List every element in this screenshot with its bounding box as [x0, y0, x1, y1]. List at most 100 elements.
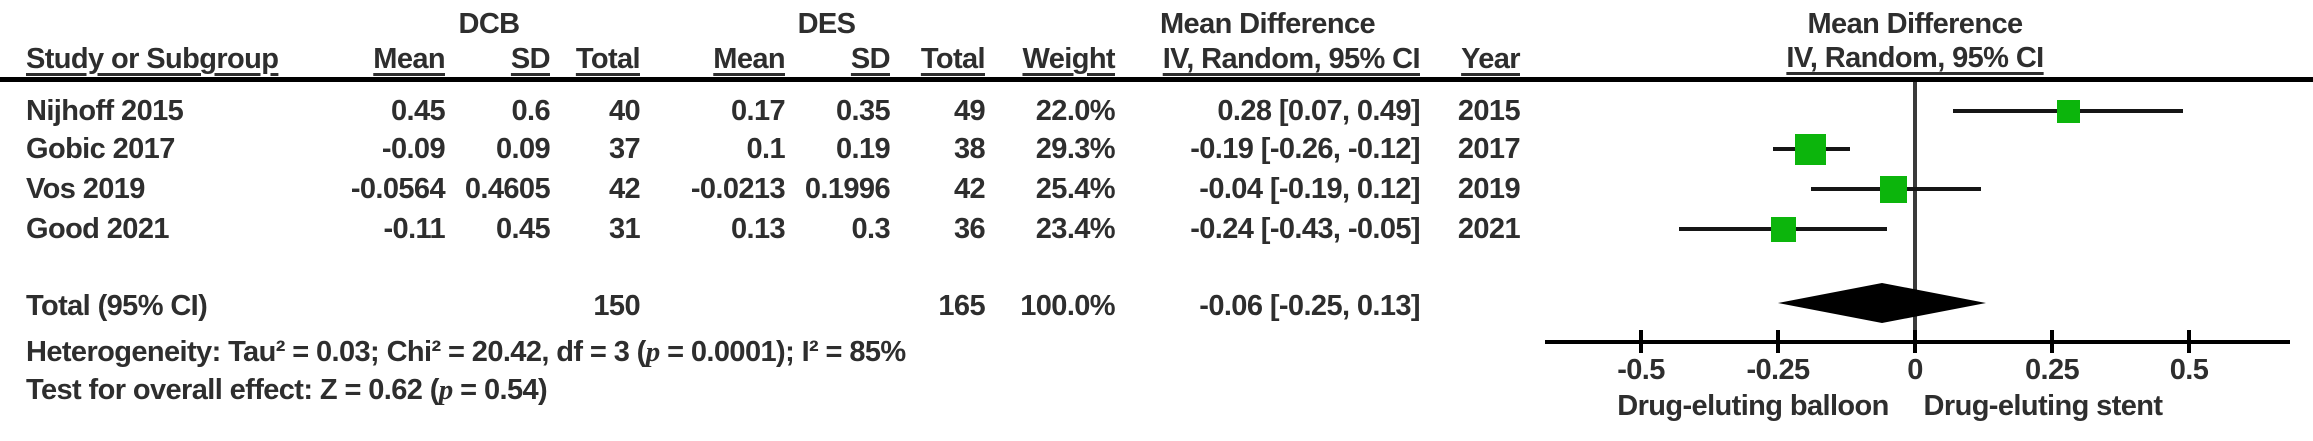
table-cell: 0.45: [390, 95, 446, 127]
axis-tick-label: 0.25: [2024, 354, 2080, 386]
table-cell: 0.13: [730, 213, 786, 245]
heterogeneity-text: = 0.0001); I² = 85%: [659, 336, 906, 368]
table-cell: [640, 289, 785, 323]
plot-title: Mean Difference: [1807, 8, 2023, 40]
pooled-diamond: [1778, 283, 1986, 323]
axis-tick-label: 0: [1907, 354, 1923, 386]
table-row: Gobic 2017 -0.09 0.09 37 0.1 0.19 38 29.3% -0.19…: [0, 132, 1521, 166]
table-cell: 40: [608, 95, 641, 127]
p-symbol: p: [438, 374, 454, 406]
overall-effect-text: Test for overall effect: Z = 0.62 (: [26, 374, 439, 406]
axis-tick: [1913, 330, 1917, 353]
overall-effect-line: Test for overall effect: Z = 0.62 (p = 0…: [26, 373, 548, 407]
group-header-mean-difference: Mean Difference: [1159, 8, 1376, 40]
x-axis: [1545, 340, 2290, 344]
table-cell: [310, 289, 445, 323]
table-cell: 0.6: [511, 95, 550, 127]
study-label: Gobic 2017: [26, 133, 175, 165]
table-cell: 38: [953, 133, 986, 165]
table-cell: 37: [608, 133, 641, 165]
axis-tick: [2187, 330, 2191, 353]
table-cell: -0.06 [-0.25, 0.13]: [1199, 290, 1420, 322]
col-header-des-sd: SD: [850, 43, 891, 75]
study-label: Vos 2019: [26, 173, 145, 205]
table-cell: 42: [608, 173, 641, 205]
effect-square: [1795, 134, 1826, 165]
table-cell: -0.09: [381, 133, 446, 165]
study-label: Total (95% CI): [26, 290, 208, 322]
axis-tick-label: -0.5: [1617, 354, 1665, 386]
table-cell: 0.3: [851, 213, 890, 245]
column-header-row: Study or Subgroup Mean SD Total Mean SD …: [0, 42, 1521, 76]
group-header-dcb: DCB: [458, 8, 520, 40]
table-cell: -0.11: [383, 213, 446, 245]
x-axis-caption-left: Drug-eluting balloon: [1617, 390, 1889, 422]
table-cell: 22.0%: [1035, 95, 1116, 127]
effect-square: [1771, 217, 1796, 242]
table-cell: [1420, 289, 1520, 323]
heterogeneity-line: Heterogeneity: Tau² = 0.03; Chi² = 20.42…: [26, 335, 906, 369]
axis-tick: [1776, 330, 1780, 353]
group-header-des: DES: [797, 8, 856, 40]
table-row: Vos 2019 -0.0564 0.4605 42 -0.0213 0.1996 42 25…: [0, 172, 1521, 206]
table-cell: 0.17: [730, 95, 786, 127]
table-cell: 42: [953, 173, 986, 205]
axis-tick-label: 0.5: [2169, 354, 2209, 386]
table-cell: 2019: [1457, 173, 1521, 205]
table-cell: 165: [938, 290, 985, 322]
group-header-row: DCB DES Mean Difference: [0, 8, 1520, 40]
axis-tick-label: -0.25: [1746, 354, 1810, 386]
table-cell: 36: [953, 213, 986, 245]
col-header-study: Study or Subgroup: [26, 43, 279, 75]
pooled-diamond-shape: [1778, 283, 1986, 323]
col-header-dcb-mean: Mean: [373, 43, 445, 75]
table-cell: 0.45: [495, 213, 551, 245]
x-axis-caption-right: Drug-eluting stent: [1923, 390, 2164, 422]
heterogeneity-text: Heterogeneity: Tau² = 0.03; Chi² = 20.42…: [26, 336, 646, 368]
table-cell: -0.24 [-0.43, -0.05]: [1190, 213, 1420, 245]
table-cell: 0.19: [835, 133, 891, 165]
table-cell: [785, 289, 890, 323]
col-header-weight: Weight: [1022, 43, 1115, 75]
header-rule: [0, 77, 2313, 82]
table-row: Nijhoff 2015 0.45 0.6 40 0.17 0.35 49 22.0% 0.28…: [0, 94, 1521, 128]
table-row: Good 2021 -0.11 0.45 31 0.13 0.3 36 23.4% -0.24 …: [0, 212, 1521, 246]
table-cell: 100.0%: [1020, 290, 1115, 322]
study-label: Good 2021: [26, 213, 169, 245]
study-label: Nijhoff 2015: [26, 95, 184, 127]
table-cell: 2021: [1457, 213, 1521, 245]
table-cell: 31: [608, 213, 641, 245]
overall-effect-text: = 0.54): [452, 374, 548, 406]
total-row: Total (95% CI) 150 165 100.0% -0.06 [-0.25, …: [0, 289, 1520, 323]
table-cell: 0.35: [835, 95, 891, 127]
group-header-spacer: [985, 8, 1115, 40]
p-symbol: p: [645, 336, 661, 368]
table-cell: 0.1: [746, 133, 785, 165]
table-cell: 0.09: [495, 133, 551, 165]
table-cell: 25.4%: [1035, 173, 1116, 205]
table-cell: 0.28 [0.07, 0.49]: [1217, 95, 1420, 127]
table-cell: 150: [593, 290, 640, 322]
col-header-year: Year: [1461, 43, 1520, 75]
table-cell: 0.1996: [804, 173, 891, 205]
table-cell: [445, 289, 550, 323]
axis-tick: [2050, 330, 2054, 353]
plot-subtitle: IV, Random, 95% CI: [1786, 42, 2044, 74]
col-header-des-mean: Mean: [713, 43, 785, 75]
group-header-spacer: [1420, 8, 1520, 40]
effect-square: [1880, 176, 1907, 203]
group-header-spacer: [0, 8, 310, 40]
col-header-des-total: Total: [920, 43, 986, 75]
table-cell: -0.04 [-0.19, 0.12]: [1199, 173, 1420, 205]
table-cell: -0.0213: [690, 173, 786, 205]
table-cell: 2017: [1457, 133, 1521, 165]
col-header-dcb-total: Total: [575, 43, 641, 75]
col-header-ci: IV, Random, 95% CI: [1162, 43, 1421, 75]
table-cell: -0.19 [-0.26, -0.12]: [1190, 133, 1420, 165]
table-cell: 29.3%: [1035, 133, 1116, 165]
axis-tick: [1639, 330, 1643, 353]
col-header-dcb-sd: SD: [510, 43, 551, 75]
zero-line: [1913, 82, 1917, 342]
table-cell: 49: [953, 95, 986, 127]
